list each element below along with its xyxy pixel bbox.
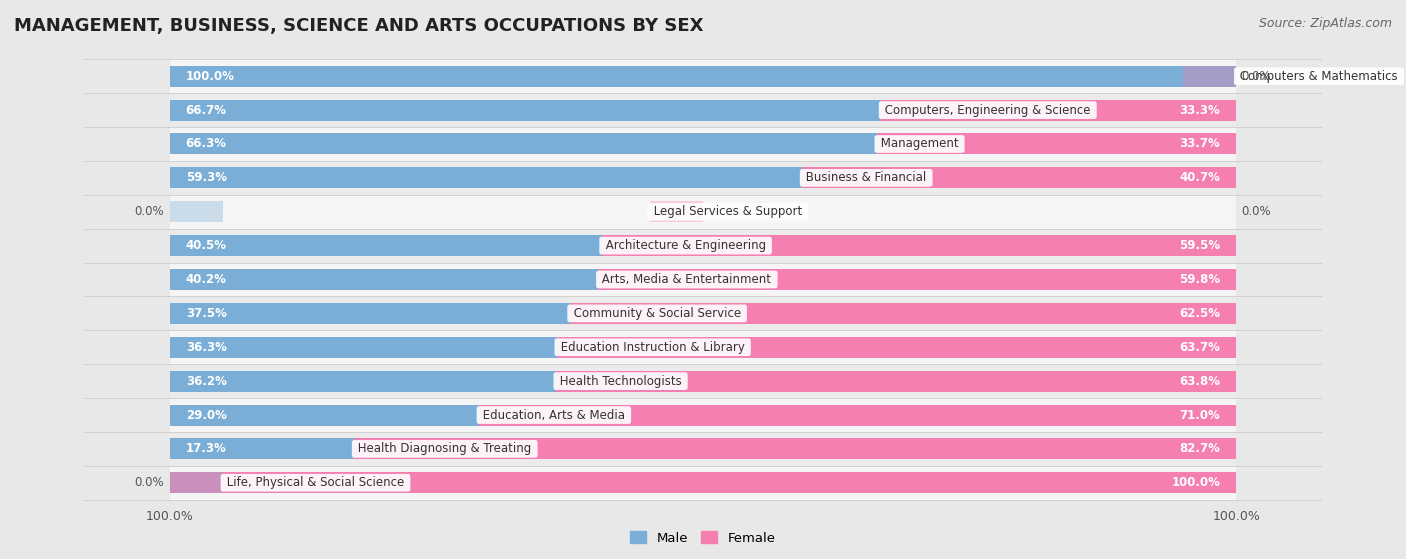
Text: 40.5%: 40.5% <box>186 239 226 252</box>
Bar <box>170 100 882 121</box>
Bar <box>170 161 1236 195</box>
Bar <box>877 134 1236 154</box>
Text: 33.3%: 33.3% <box>1180 103 1220 117</box>
Text: 36.2%: 36.2% <box>186 375 226 387</box>
Text: 100.0%: 100.0% <box>186 70 235 83</box>
Bar <box>170 438 354 459</box>
Bar <box>354 438 1236 459</box>
Text: 63.7%: 63.7% <box>1180 341 1220 354</box>
Bar <box>170 201 224 222</box>
Bar <box>170 432 1236 466</box>
Bar <box>170 303 569 324</box>
Bar <box>170 337 557 358</box>
Text: 17.3%: 17.3% <box>186 442 226 456</box>
Text: 37.5%: 37.5% <box>186 307 226 320</box>
Text: 66.3%: 66.3% <box>186 138 226 150</box>
Bar <box>170 296 1236 330</box>
Text: Life, Physical & Social Science: Life, Physical & Social Science <box>224 476 408 489</box>
Text: 0.0%: 0.0% <box>135 205 165 218</box>
Text: Source: ZipAtlas.com: Source: ZipAtlas.com <box>1258 17 1392 30</box>
Bar <box>170 195 1236 229</box>
Bar <box>170 235 602 256</box>
Bar <box>170 93 1236 127</box>
Legend: Male, Female: Male, Female <box>626 526 780 550</box>
Text: 63.8%: 63.8% <box>1180 375 1220 387</box>
Bar <box>555 371 1236 392</box>
Bar <box>569 303 1236 324</box>
Bar <box>170 472 224 493</box>
Text: 36.3%: 36.3% <box>186 341 226 354</box>
Text: 0.0%: 0.0% <box>1241 205 1271 218</box>
Text: Education Instruction & Library: Education Instruction & Library <box>557 341 748 354</box>
Text: 71.0%: 71.0% <box>1180 409 1220 421</box>
Text: 0.0%: 0.0% <box>135 476 165 489</box>
Bar <box>170 269 599 290</box>
Bar <box>170 364 1236 398</box>
Text: 59.8%: 59.8% <box>1180 273 1220 286</box>
Bar <box>170 466 1236 500</box>
Bar <box>170 263 1236 296</box>
Bar <box>557 337 1236 358</box>
Bar <box>882 100 1236 121</box>
Text: Computers & Mathematics: Computers & Mathematics <box>1236 70 1402 83</box>
Bar <box>170 59 1236 93</box>
Bar <box>170 127 1236 161</box>
Bar <box>170 66 1236 87</box>
Text: 59.3%: 59.3% <box>186 172 226 184</box>
Bar <box>599 269 1236 290</box>
Text: 62.5%: 62.5% <box>1180 307 1220 320</box>
Text: 66.7%: 66.7% <box>186 103 226 117</box>
Bar <box>803 167 1236 188</box>
Text: 40.2%: 40.2% <box>186 273 226 286</box>
Bar <box>170 167 803 188</box>
Bar <box>170 134 877 154</box>
Bar <box>170 405 479 425</box>
Text: 0.0%: 0.0% <box>1241 70 1271 83</box>
Bar <box>170 398 1236 432</box>
Bar <box>170 229 1236 263</box>
Text: 40.7%: 40.7% <box>1180 172 1220 184</box>
Text: Business & Financial: Business & Financial <box>803 172 931 184</box>
Bar <box>170 371 555 392</box>
Text: Arts, Media & Entertainment: Arts, Media & Entertainment <box>599 273 775 286</box>
Bar <box>602 235 1236 256</box>
Bar <box>650 201 703 222</box>
Bar <box>170 472 1236 493</box>
Text: 33.7%: 33.7% <box>1180 138 1220 150</box>
Text: 82.7%: 82.7% <box>1180 442 1220 456</box>
Text: 29.0%: 29.0% <box>186 409 226 421</box>
Text: MANAGEMENT, BUSINESS, SCIENCE AND ARTS OCCUPATIONS BY SEX: MANAGEMENT, BUSINESS, SCIENCE AND ARTS O… <box>14 17 703 35</box>
Text: 100.0%: 100.0% <box>1171 476 1220 489</box>
Text: Legal Services & Support: Legal Services & Support <box>650 205 806 218</box>
Text: Community & Social Service: Community & Social Service <box>569 307 745 320</box>
Text: Health Diagnosing & Treating: Health Diagnosing & Treating <box>354 442 536 456</box>
Bar <box>1182 66 1236 87</box>
Text: Health Technologists: Health Technologists <box>555 375 685 387</box>
Text: Education, Arts & Media: Education, Arts & Media <box>479 409 628 421</box>
Text: Management: Management <box>877 138 962 150</box>
Text: 59.5%: 59.5% <box>1180 239 1220 252</box>
Bar <box>479 405 1236 425</box>
Text: Computers, Engineering & Science: Computers, Engineering & Science <box>882 103 1094 117</box>
Bar <box>170 330 1236 364</box>
Text: Architecture & Engineering: Architecture & Engineering <box>602 239 769 252</box>
